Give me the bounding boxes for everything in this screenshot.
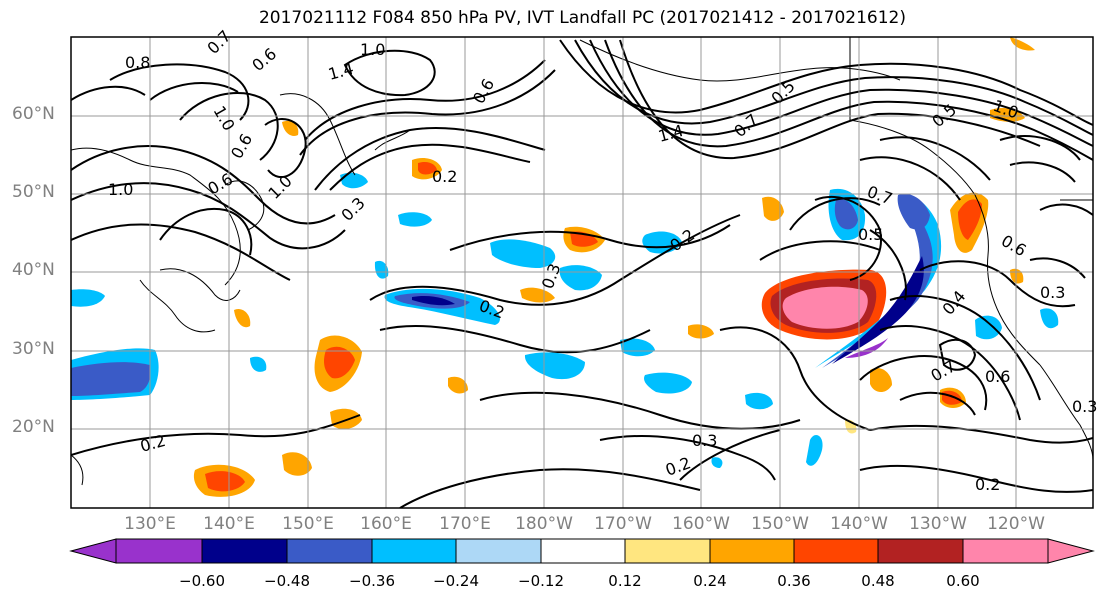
contour-label: 0.6 <box>248 44 280 75</box>
lon-label: 140°E <box>203 514 255 534</box>
colorbar-segment <box>793 538 879 564</box>
contour-label: 1.0 <box>360 40 385 59</box>
colorbar-tick: −0.36 <box>349 572 395 590</box>
colorbar-tick: −0.12 <box>518 572 564 590</box>
colorbar-segment <box>962 538 1049 564</box>
contour-label: 0.2 <box>663 453 693 480</box>
contour-label: 0.3 <box>692 431 717 450</box>
colorbar-tick: 0.12 <box>608 572 642 590</box>
colorbar-tick: −0.24 <box>433 572 479 590</box>
colorbar-min-extension <box>69 538 117 564</box>
colorbar-segment <box>201 538 288 564</box>
contour-label: 0.2 <box>432 167 457 186</box>
lon-label: 170°E <box>439 514 491 534</box>
lon-label: 160°W <box>672 514 730 534</box>
lat-label-60n: 60°N <box>12 104 55 124</box>
contour-label: 0.2 <box>975 475 1000 494</box>
contour-label: 1.0 <box>108 180 133 199</box>
lon-label: 130°W <box>909 514 967 534</box>
lat-label-50n: 50°N <box>12 182 55 202</box>
colorbar-segment <box>709 538 795 564</box>
colorbar-segment <box>286 538 373 564</box>
colorbar-segment <box>371 538 457 564</box>
lon-label: 140°W <box>830 514 888 534</box>
colorbar-segment <box>624 538 711 564</box>
colorbar-tick: −0.48 <box>264 572 310 590</box>
contour-label: 0.8 <box>125 53 150 72</box>
lon-label: 170°W <box>594 514 652 534</box>
colorbar-segment <box>540 538 626 564</box>
colorbar-tick: 0.60 <box>946 572 980 590</box>
colorbar-max-extension <box>1047 538 1095 564</box>
contour-label: 1.0 <box>210 103 239 135</box>
contour-label: 0.7 <box>203 26 234 57</box>
filled-anomaly-shading <box>71 37 1059 497</box>
lon-label: 120°W <box>987 514 1045 534</box>
colorbar <box>69 538 1095 564</box>
lon-label: 180°W <box>515 514 573 534</box>
contour-label: 0.3 <box>337 193 368 224</box>
contour-label: 0.3 <box>1072 397 1097 416</box>
colorbar-tick: 0.48 <box>861 572 895 590</box>
colorbar-tick: 0.36 <box>777 572 811 590</box>
lat-label-40n: 40°N <box>12 260 55 280</box>
contour-label: 0.7 <box>865 182 895 209</box>
colorbar-tick: 0.24 <box>693 572 727 590</box>
contour-label: 1.0 <box>264 171 295 202</box>
contour-label: 0.6 <box>998 231 1030 260</box>
lat-label-30n: 30°N <box>12 339 55 359</box>
lon-label: 150°E <box>282 514 334 534</box>
colorbar-segment <box>455 538 542 564</box>
contour-label: 0.6 <box>985 367 1010 386</box>
lon-label: 150°W <box>751 514 809 534</box>
contour-label: 0.6 <box>227 130 256 162</box>
contour-lines <box>71 39 1093 508</box>
contour-label: 0.2 <box>138 431 168 456</box>
map-title: 2017021112 F084 850 hPa PV, IVT Landfall… <box>258 8 906 28</box>
contour-label: 0.6 <box>469 75 498 107</box>
colorbar-segment <box>115 538 203 564</box>
map-frame <box>70 36 1094 509</box>
contour-label: 0.3 <box>1040 283 1065 302</box>
contour-label: 0.4 <box>939 287 970 319</box>
contour-label: 1.4 <box>326 59 356 84</box>
lon-label: 160°E <box>360 514 412 534</box>
graticule <box>71 37 1093 508</box>
lat-label-20n: 20°N <box>12 417 55 437</box>
colorbar-segment <box>877 538 964 564</box>
lon-label: 130°E <box>124 514 176 534</box>
contour-label: 0.5 <box>858 225 883 244</box>
colorbar-tick: −0.60 <box>179 572 225 590</box>
